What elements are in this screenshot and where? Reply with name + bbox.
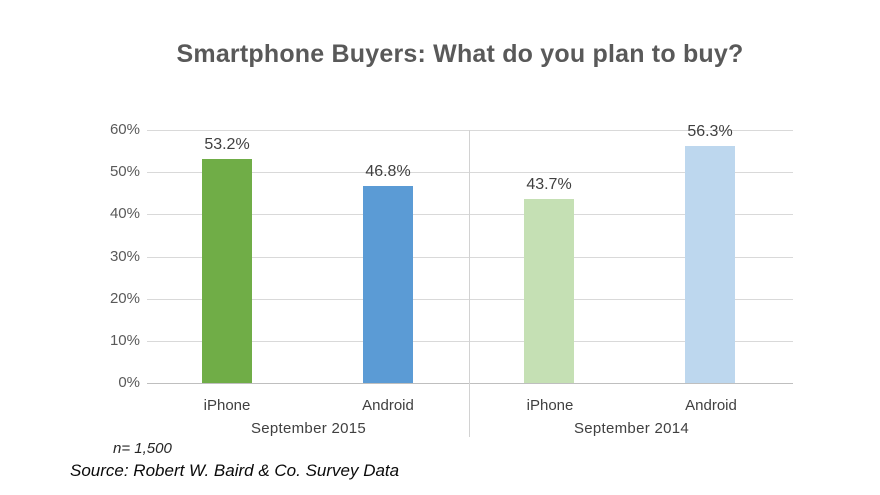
value-label-android-2014: 56.3% <box>687 122 733 140</box>
y-tick-0: 0% <box>118 374 140 391</box>
y-tick-40: 40% <box>109 205 140 222</box>
source-note: Source: Robert W. Baird & Co. Survey Dat… <box>70 461 400 480</box>
bar-iphone-2014 <box>524 198 574 383</box>
gridline-40 <box>147 214 793 215</box>
sample-size-note: n= 1,500 <box>113 440 172 457</box>
gridline-50 <box>147 172 793 173</box>
bar-iphone-2015 <box>202 158 252 383</box>
y-tick-10: 10% <box>109 332 140 349</box>
y-tick-50: 50% <box>109 163 140 180</box>
x-label-android-2015: Android <box>362 397 414 414</box>
group-label-september-2014: September 2014 <box>573 420 690 437</box>
bar-android-2015 <box>363 185 413 383</box>
y-tick-60: 60% <box>109 121 140 138</box>
value-label-iphone-2015: 53.2% <box>204 135 250 153</box>
x-axis-line <box>147 383 793 384</box>
y-tick-20: 20% <box>109 290 140 307</box>
chart-title: Smartphone Buyers: What do you plan to b… <box>176 40 744 68</box>
value-label-iphone-2014: 43.7% <box>526 175 572 193</box>
gridline-20 <box>147 299 793 300</box>
y-tick-30: 30% <box>109 248 140 265</box>
x-label-iphone-2015: iPhone <box>203 397 251 414</box>
gridline-60 <box>147 130 793 131</box>
gridline-10 <box>147 341 793 342</box>
bar-android-2014 <box>685 145 735 383</box>
x-label-iphone-2014: iPhone <box>526 397 574 414</box>
gridline-30 <box>147 257 793 258</box>
group-divider-line <box>469 130 470 437</box>
group-label-september-2015: September 2015 <box>250 420 367 437</box>
value-label-android-2015: 46.8% <box>365 162 411 180</box>
plot-area: 53.2% 46.8% 43.7% 56.3% <box>147 123 793 384</box>
x-label-android-2014: Android <box>685 397 737 414</box>
